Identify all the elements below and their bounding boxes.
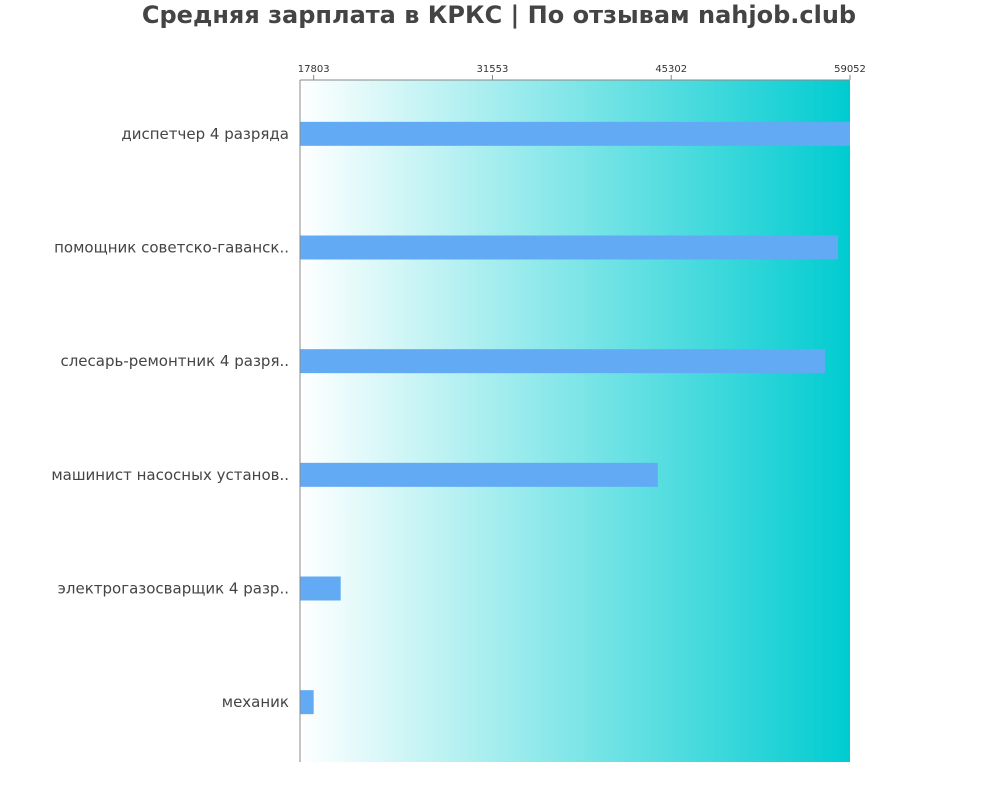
bar — [300, 121, 850, 146]
bar — [300, 349, 826, 374]
category-label: механик — [222, 693, 289, 711]
x-tick-label: 45302 — [655, 64, 687, 75]
chart-title: Средняя зарплата в КРКС | По отзывам nah… — [142, 1, 856, 29]
category-label: слесарь-ремонтник 4 разря.. — [60, 352, 289, 370]
x-tick-label: 17803 — [298, 64, 330, 75]
category-label: машинист насосных установ.. — [51, 466, 289, 484]
bar — [300, 462, 658, 487]
bar — [300, 235, 839, 260]
bar — [300, 690, 314, 715]
category-label: электрогазосварщик 4 разр.. — [58, 580, 289, 598]
x-tick-label: 59052 — [834, 64, 866, 75]
bar — [300, 576, 341, 601]
category-label: помощник советско-гаванск.. — [54, 239, 289, 257]
category-label: диспетчер 4 разряда — [121, 125, 289, 143]
plot-background — [300, 80, 850, 762]
x-tick-label: 31553 — [477, 64, 509, 75]
